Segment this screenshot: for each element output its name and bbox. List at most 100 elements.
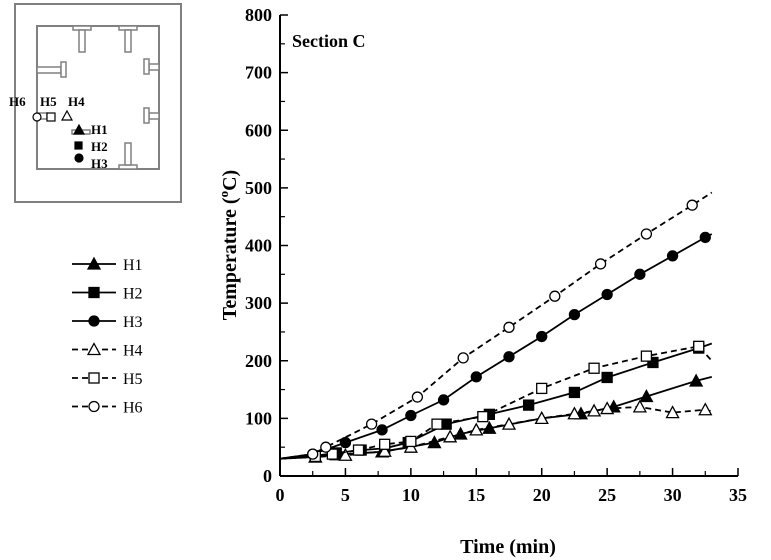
data-point-h3 — [339, 436, 352, 449]
legend: H1 H2 H3 H4 H5 H6 — [72, 256, 143, 417]
data-point-h3 — [634, 268, 646, 280]
data-point-h4 — [338, 447, 353, 461]
data-point-h3 — [601, 288, 613, 301]
legend-item-h5: H5 — [72, 371, 143, 388]
data-point-h5 — [536, 382, 548, 395]
legend-label: H4 — [123, 343, 143, 360]
legend-marker — [88, 286, 100, 299]
x-tick-label: 15 — [467, 485, 485, 505]
data-point-h4 — [586, 403, 602, 417]
y-tick-label: 700 — [245, 63, 272, 83]
data-point-h2 — [568, 386, 581, 399]
data-point-h4 — [665, 405, 680, 419]
data-point-h5 — [379, 438, 391, 450]
inset-label-h3: H3 — [91, 156, 108, 171]
legend-marker — [88, 315, 100, 327]
data-point-h6 — [640, 228, 653, 240]
inset-label-h6: H6 — [9, 94, 26, 109]
data-point-h6 — [307, 448, 319, 460]
data-point-h2 — [440, 418, 452, 430]
series-h6 — [279, 191, 713, 460]
data-point-h5 — [693, 340, 705, 352]
data-point-h4 — [377, 443, 392, 457]
section-annotation: Section C — [292, 31, 366, 51]
data-point-h5 — [477, 410, 489, 423]
y-tick-label: 200 — [245, 351, 272, 371]
legend-marker — [88, 400, 100, 413]
x-tick-label: 25 — [598, 485, 616, 505]
data-point-h2 — [647, 356, 659, 369]
data-point-h6 — [503, 321, 515, 333]
data-point-h6 — [320, 441, 332, 453]
data-point-h4 — [501, 416, 517, 430]
data-point-h6 — [594, 258, 607, 270]
data-point-h5 — [588, 362, 600, 374]
data-point-h6 — [457, 352, 469, 364]
inset-label-h1: H1 — [91, 122, 108, 137]
x-tick-label: 5 — [341, 485, 350, 505]
data-point-h5 — [640, 350, 653, 362]
inset-label-h2: H2 — [91, 139, 108, 154]
legend-item-h2: H2 — [72, 286, 143, 303]
data-point-h3 — [536, 330, 548, 343]
data-point-h3 — [470, 371, 482, 383]
legend-item-h4: H4 — [72, 342, 143, 360]
data-point-h5 — [431, 418, 443, 430]
series-line-h4 — [279, 405, 713, 460]
data-point-h6 — [411, 391, 424, 403]
data-point-h1 — [639, 389, 654, 403]
data-point-h3 — [376, 424, 388, 436]
legend-item-h6: H6 — [72, 400, 143, 417]
legend-marker — [86, 342, 102, 356]
data-point-h4 — [698, 402, 713, 416]
legend-label: H2 — [123, 286, 143, 303]
x-tick-label: 35 — [729, 485, 747, 505]
y-tick-label: 500 — [245, 178, 272, 198]
legend-label: H5 — [123, 371, 143, 388]
section-diagram: H6 H5 H4 H1 H2 H3 — [9, 3, 182, 203]
inset-label-h5: H5 — [40, 94, 57, 109]
data-point-h4 — [443, 429, 458, 443]
series-h4 — [279, 399, 713, 463]
y-axis-label: Temperature (oC) — [216, 170, 241, 320]
data-point-h3 — [405, 409, 417, 422]
plot-area — [279, 191, 713, 463]
data-point-h3 — [503, 351, 515, 363]
series-h1 — [279, 373, 713, 463]
axes: 0 100 200 300 400 500 600 700 800 0 5 10 15 20 25 30 35 — [245, 5, 747, 505]
x-tick-label: 30 — [664, 485, 682, 505]
data-point-h5 — [326, 448, 338, 460]
data-point-h6 — [365, 418, 378, 430]
data-point-h3 — [437, 394, 450, 406]
series-line-h3 — [279, 233, 713, 460]
y-tick-label: 400 — [245, 236, 272, 256]
y-tick-label: 0 — [263, 466, 272, 486]
data-point-h4 — [632, 399, 647, 413]
data-point-h5 — [352, 444, 365, 456]
legend-item-h1: H1 — [72, 256, 143, 274]
series-h5 — [279, 340, 713, 463]
legend-label: H1 — [123, 257, 143, 274]
data-point-h5 — [405, 435, 417, 448]
data-point-h3 — [699, 231, 711, 244]
series-h3 — [279, 231, 713, 460]
legend-label: H3 — [123, 314, 143, 331]
y-tick-label: 800 — [245, 5, 272, 25]
y-tick-label: 300 — [245, 293, 272, 313]
data-point-h1 — [689, 373, 704, 387]
x-axis-label: Time (min) — [460, 536, 556, 558]
legend-marker — [86, 256, 102, 270]
data-point-h4 — [567, 406, 582, 420]
data-point-h3 — [568, 308, 581, 321]
y-tick-label: 100 — [245, 408, 272, 428]
data-point-h6 — [549, 290, 561, 302]
data-point-h2 — [522, 399, 535, 411]
inset-label-h4: H4 — [68, 94, 85, 109]
x-tick-label: 10 — [402, 485, 420, 505]
legend-item-h3: H3 — [72, 314, 143, 331]
data-point-h4 — [469, 422, 484, 436]
legend-marker — [88, 372, 100, 384]
data-point-h2 — [601, 371, 613, 384]
x-tick-label: 0 — [276, 485, 285, 505]
